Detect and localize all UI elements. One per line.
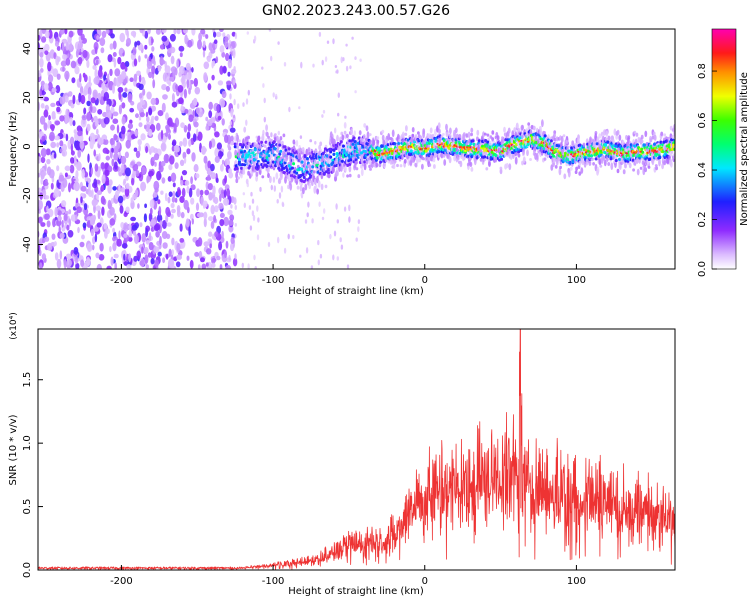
spectrogram-x-axis-label: Height of straight line (km) [288,286,424,297]
colorbar-gradient [711,28,737,270]
spectrogram-x-tick-label: 0 [422,275,428,286]
snr-series-line [38,329,675,570]
spectrogram-y-tick-label: 20 [22,91,33,104]
spectrogram-y-tick-label: 40 [22,42,33,55]
colorbar-ticks: 0.0 0.2 0.4 0.6 0.8 [697,63,717,277]
colorbar-tick-label: 0.0 [697,261,708,277]
colorbar-tick-label: 0.8 [697,63,708,79]
figure-title: GN02.2023.243.00.57.G26 [262,3,450,19]
spectrogram-image [38,29,675,269]
snr-y-tick-label: 0.0 [22,562,33,578]
snr-x-tick-label: -100 [262,576,285,587]
spectrogram-y-tick-label: -40 [22,236,33,252]
spectrogram-x-ticks: -200 -100 0 100 [110,264,586,286]
colorbar: 0.0 0.2 0.4 0.6 0.8 Normalized spectral ampl… [697,28,750,277]
snr-y-tick-label: 1.5 [22,372,33,388]
colorbar-tick-label: 0.6 [697,113,708,129]
snr-y-ticks: 0.0 0.5 1.0 1.5 [22,372,43,578]
spectrogram-x-tick-label: 100 [567,275,586,286]
spectrogram-x-tick-label: -200 [110,275,133,286]
snr-x-ticks: -200 -100 0 100 [110,565,586,587]
snr-x-tick-label: 100 [567,576,586,587]
snr-y-axis-label: SNR (10 * v/v) [8,414,19,485]
colorbar-tick-label: 0.2 [697,212,708,228]
spectrogram-y-ticks: -40 -20 0 20 40 [22,42,43,253]
snr-x-tick-label: -200 [110,576,133,587]
spectrogram-y-tick-label: -20 [22,187,33,203]
snr-x-axis-label: Height of straight line (km) [288,586,424,597]
snr-y-multiplier: (x10⁴) [9,312,19,339]
snr-frame [37,328,676,571]
snr-y-tick-label: 0.5 [22,499,33,515]
spectrogram-y-axis-label: Frequency (Hz) [8,111,19,187]
colorbar-label: Normalized spectral amplitude [739,72,750,226]
spectrogram-y-tick-label: 0 [22,143,33,149]
spectrogram-frame [37,28,676,270]
snr-panel: -200 -100 0 100 0.0 0.5 1.0 1.5 Height of stra… [8,312,676,597]
snr-x-tick-label: 0 [422,576,428,587]
spectrogram-x-tick-label: -100 [262,275,285,286]
snr-y-tick-label: 1.0 [22,435,33,451]
colorbar-tick-label: 0.4 [697,162,708,178]
